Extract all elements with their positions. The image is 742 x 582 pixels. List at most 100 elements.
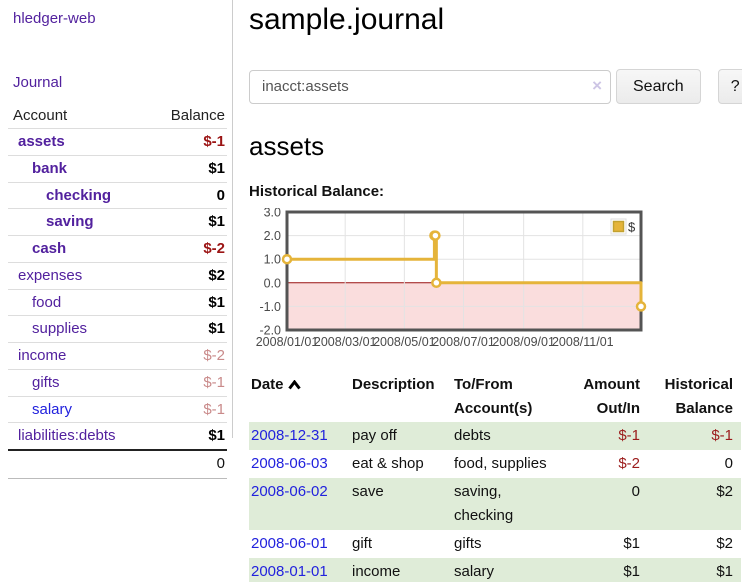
transaction-amount: $1: [623, 535, 640, 552]
account-row: saving $1: [8, 208, 227, 236]
search-form: × Search ?: [249, 69, 742, 104]
transaction-amount: $-2: [618, 455, 640, 472]
register-header-row: Date Description To/From Account(s) Amou…: [249, 372, 741, 422]
account-row: food $1: [8, 288, 227, 316]
svg-text:2008/09/01: 2008/09/01: [492, 335, 555, 349]
transaction-date-link[interactable]: 2008-12-31: [251, 427, 328, 444]
transaction-historical: $-1: [711, 427, 733, 444]
account-row: salary $-1: [8, 395, 227, 423]
transaction-description: eat & shop: [352, 455, 424, 472]
account-balance: $1: [148, 288, 227, 316]
account-row: gifts $-1: [8, 368, 227, 396]
transaction-tofrom: debts: [454, 427, 491, 444]
register-header-date[interactable]: Date: [249, 372, 344, 422]
account-balance: $2: [148, 261, 227, 289]
account-balance: $1: [148, 315, 227, 343]
help-button[interactable]: ?: [717, 69, 742, 104]
account-link-income[interactable]: income: [18, 347, 67, 364]
account-row: income $-2: [8, 342, 227, 370]
account-link-salary[interactable]: salary: [32, 400, 73, 418]
transaction-tofrom: food, supplies: [454, 455, 547, 472]
register-header-historical: Historical Balance: [664, 376, 733, 417]
account-heading: assets: [249, 131, 325, 161]
svg-text:2008/07/01: 2008/07/01: [432, 335, 495, 349]
svg-text:0.0: 0.0: [264, 276, 281, 290]
account-link-expenses[interactable]: expenses: [18, 266, 83, 284]
accounts-header-balance: Balance: [170, 107, 225, 124]
account-balance: $-2: [148, 342, 227, 370]
account-link-saving[interactable]: saving: [46, 213, 94, 231]
register-header-amount: Amount Out/In: [583, 376, 640, 417]
svg-text:1.0: 1.0: [264, 253, 281, 267]
account-balance: 0: [148, 181, 227, 209]
svg-text:2.0: 2.0: [264, 229, 281, 243]
accounts-total-row: 0: [8, 448, 227, 479]
register-header-description: Description: [352, 376, 435, 393]
transaction-historical: $2: [716, 535, 733, 552]
register-row: 2008-06-01 gift gifts $1 $2: [249, 530, 741, 558]
page-title: sample.journal: [249, 3, 445, 36]
account-link-bank[interactable]: bank: [32, 159, 68, 177]
transaction-description: gift: [352, 535, 373, 552]
transaction-date-link[interactable]: 2008-01-01: [251, 563, 328, 580]
account-row: cash $-2: [8, 235, 227, 263]
transaction-description: income: [352, 563, 401, 580]
account-row: supplies $1: [8, 315, 227, 343]
account-link-liabilities-debts[interactable]: liabilities:debts: [18, 427, 116, 445]
transaction-historical: $2: [716, 483, 733, 500]
account-balance: $-1: [148, 395, 227, 423]
register-header-tofrom: To/From Account(s): [454, 376, 533, 417]
clear-search-icon[interactable]: ×: [592, 75, 602, 95]
transaction-description: pay off: [352, 427, 397, 444]
transaction-amount: $-1: [618, 427, 640, 444]
account-row: expenses $2: [8, 261, 227, 289]
account-link-checking[interactable]: checking: [46, 186, 112, 204]
accounts-total-value: 0: [148, 448, 227, 479]
svg-text:3.0: 3.0: [264, 208, 281, 220]
account-row: assets $-1: [8, 128, 227, 156]
svg-text:$: $: [628, 220, 636, 235]
account-balance: $-2: [148, 235, 227, 263]
account-link-food[interactable]: food: [32, 293, 62, 311]
register-row: 2008-06-02 save saving, checking 0 $2: [249, 478, 741, 530]
account-row: checking 0: [8, 181, 227, 209]
app-brand-link[interactable]: hledger-web: [13, 10, 96, 27]
accounts-header-account: Account: [13, 107, 68, 124]
search-input-wrap: ×: [249, 69, 611, 104]
svg-text:-2.0: -2.0: [259, 324, 281, 338]
account-link-gifts[interactable]: gifts: [32, 373, 60, 391]
account-balance: $1: [148, 208, 227, 236]
balance-chart: 3.0 2.0 1.0 0.0 -1.0 -2.0 2008/01/01 2008/03/01…: [249, 206, 649, 352]
svg-text:2008/01/01: 2008/01/01: [256, 335, 319, 349]
sidebar-item-journal[interactable]: Journal: [13, 74, 63, 91]
register-table: Date Description To/From Account(s) Amou…: [249, 372, 741, 582]
account-link-supplies[interactable]: supplies: [32, 320, 88, 338]
date-header-label: Date: [251, 376, 284, 393]
transaction-tofrom: gifts: [454, 535, 482, 552]
svg-text:2008/03/01: 2008/03/01: [314, 335, 377, 349]
transaction-date-link[interactable]: 2008-06-01: [251, 535, 328, 552]
transaction-historical: $1: [716, 563, 733, 580]
account-balance: $1: [148, 422, 227, 450]
transaction-historical: 0: [724, 455, 733, 472]
main-content: sample.journal × Search ? assets Histori…: [233, 0, 742, 582]
transaction-date-link[interactable]: 2008-06-02: [251, 483, 328, 500]
account-row: bank $1: [8, 154, 227, 182]
register-row: 2008-12-31 pay off debts $-1 $-1: [249, 422, 741, 450]
search-input[interactable]: [249, 69, 611, 104]
search-button[interactable]: Search: [616, 69, 701, 104]
account-link-cash[interactable]: cash: [32, 240, 67, 257]
chart-title: Historical Balance:: [249, 183, 385, 200]
account-balance: $-1: [148, 128, 227, 156]
transaction-tofrom: salary: [454, 563, 495, 580]
account-link-assets[interactable]: assets: [18, 133, 65, 150]
transaction-amount: $1: [623, 563, 640, 580]
transaction-amount: 0: [631, 483, 640, 500]
svg-text:-1.0: -1.0: [259, 300, 281, 314]
register-row: 2008-06-03 eat & shop food, supplies $-2…: [249, 450, 741, 478]
transaction-date-link[interactable]: 2008-06-03: [251, 455, 328, 472]
account-balance: $-1: [148, 368, 227, 396]
account-balance: $1: [148, 154, 227, 182]
accounts-table: Account Balance assets $-1 bank $1 check…: [8, 105, 227, 479]
svg-text:2008/11/01: 2008/11/01: [552, 335, 614, 349]
